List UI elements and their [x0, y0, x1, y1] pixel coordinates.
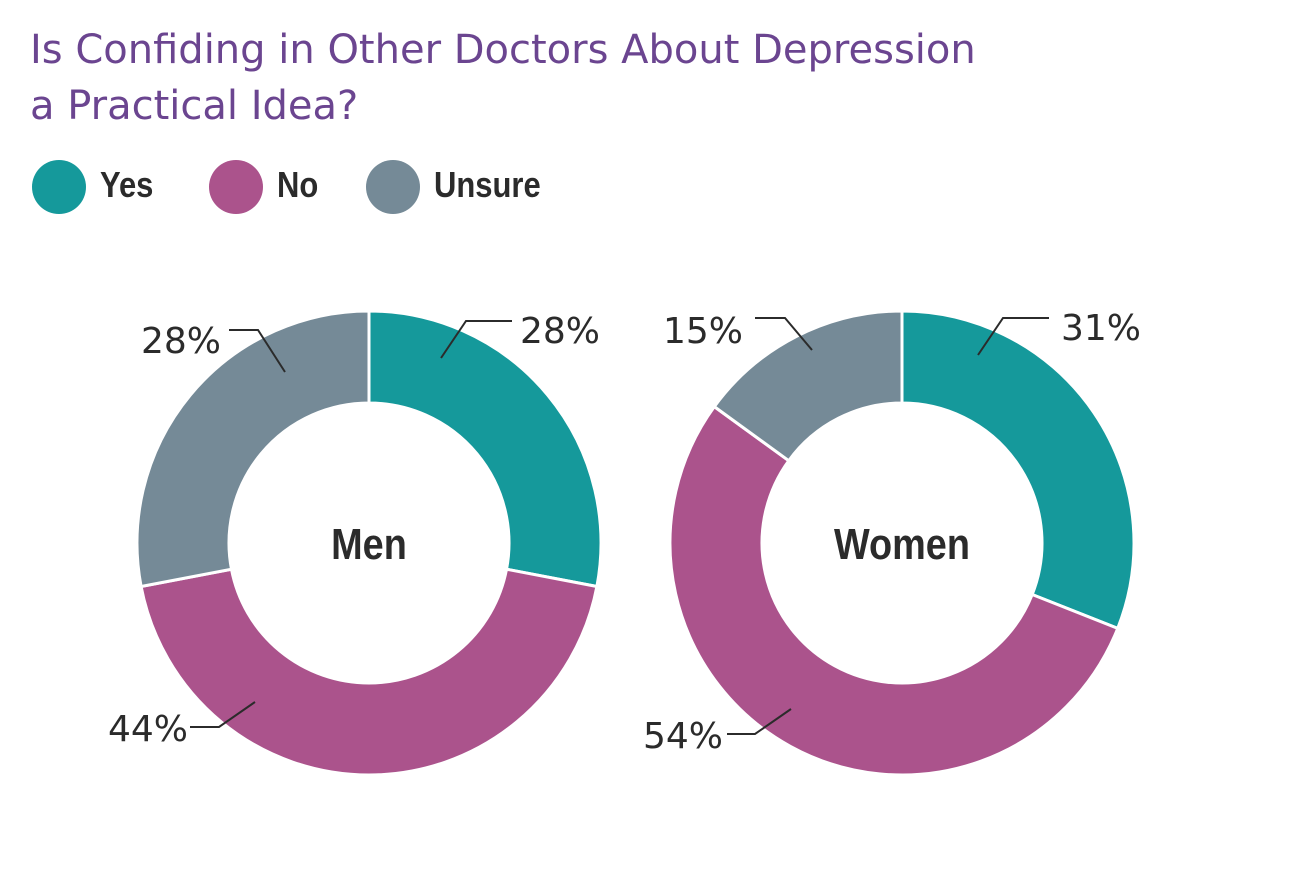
leader-line-women-unsure [755, 317, 813, 351]
data-label-women-yes: 31% [1061, 308, 1141, 349]
slice-men-no [139, 567, 599, 777]
donut-women: Women 31% 54% 15% [643, 308, 1141, 777]
legend-swatch-unsure [366, 160, 420, 214]
slice-women-unsure [712, 309, 904, 463]
donut-men: Men 28% 44% 28% [108, 309, 603, 777]
leader-line-men-no [190, 701, 256, 728]
chart-title-line-2: a Practical Idea? [30, 83, 359, 129]
slice-women-yes [900, 309, 1136, 631]
legend-label-no: No [277, 164, 319, 205]
data-label-men-no: 44% [108, 709, 188, 750]
data-label-women-unsure: 15% [663, 311, 743, 352]
legend-label-yes: Yes [100, 164, 154, 205]
center-label-women: Women [834, 519, 970, 568]
chart-title: Is Confiding in Other Doctors About Depr… [30, 22, 1130, 134]
center-label-men: Men [331, 519, 407, 568]
legend-swatch-yes [32, 160, 86, 214]
slice-men-unsure [135, 309, 371, 589]
legend-label-unsure: Unsure [434, 164, 541, 205]
slice-women-no [668, 404, 1120, 777]
legend-swatch-no [209, 160, 263, 214]
leader-line-women-no [727, 708, 792, 735]
chart-title-line-1: Is Confiding in Other Doctors About Depr… [30, 27, 976, 73]
leader-line-women-yes [977, 317, 1049, 356]
slice-men-yes [367, 309, 603, 589]
leader-line-men-unsure [229, 329, 286, 373]
leader-line-men-yes [440, 320, 512, 359]
data-label-women-no: 54% [643, 716, 723, 757]
data-label-men-unsure: 28% [141, 321, 221, 362]
data-label-men-yes: 28% [520, 311, 600, 352]
